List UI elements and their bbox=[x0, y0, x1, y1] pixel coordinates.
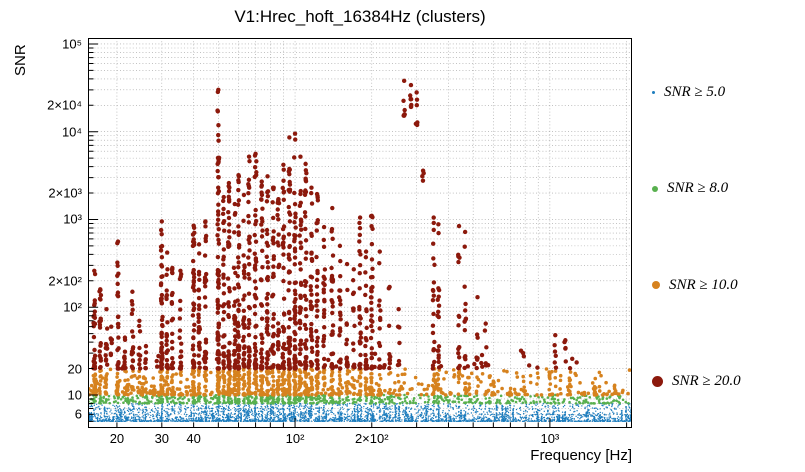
legend-item-snr10: SNR ≥ 10.0 bbox=[652, 277, 802, 294]
x-tick-label: 20 bbox=[109, 431, 125, 446]
legend-item-snr8: SNR ≥ 8.0 bbox=[652, 180, 802, 197]
y-tick-label: 10⁵ bbox=[62, 36, 82, 52]
x-tick-label: 10² bbox=[285, 431, 305, 446]
legend-marker-snr8-dot-icon bbox=[652, 185, 658, 192]
y-tick-label: 10² bbox=[63, 299, 82, 315]
y-tick-label: 10⁴ bbox=[61, 124, 82, 140]
legend-label-snr5: SNR ≥ 5.0 bbox=[664, 84, 726, 100]
legend-label-snr10: SNR ≥ 10.0 bbox=[669, 276, 738, 293]
legend-marker-snr20-dot-icon bbox=[652, 375, 663, 387]
legend-label-snr8: SNR ≥ 8.0 bbox=[667, 180, 729, 197]
y-tick-label: 2×10³ bbox=[48, 185, 82, 201]
chart-title: V1:Hrec_hoft_16384Hz (clusters) bbox=[234, 7, 486, 26]
y-tick-label: 2×10⁴ bbox=[47, 97, 82, 113]
x-tick-label: 30 bbox=[154, 431, 170, 446]
x-tick-label: 40 bbox=[186, 431, 201, 446]
y-tick-label: 10³ bbox=[63, 211, 82, 227]
y-tick-label: 6 bbox=[74, 406, 82, 422]
y-tick-label: 10 bbox=[67, 387, 82, 403]
legend-label-snr20: SNR ≥ 20.0 bbox=[672, 372, 741, 389]
x-tick-label: 2×10² bbox=[354, 431, 389, 446]
legend-item-snr5: SNR ≥ 5.0 bbox=[652, 84, 802, 101]
x-tick-label: 10³ bbox=[540, 431, 560, 446]
x-axis-label: Frequency [Hz] bbox=[530, 447, 632, 464]
legend-marker-snr5-dot-icon bbox=[652, 91, 655, 94]
legend: SNR ≥ 5.0 SNR ≥ 8.0 SNR ≥ 10.0 SNR ≥ 20.… bbox=[652, 84, 802, 390]
legend-item-snr20: SNR ≥ 20.0 bbox=[652, 373, 802, 390]
plot-area-canvas bbox=[88, 38, 632, 428]
legend-marker-snr10-dot-icon bbox=[652, 281, 660, 290]
y-tick-label: 2×10² bbox=[48, 273, 82, 289]
y-tick-label: 20 bbox=[67, 361, 82, 377]
